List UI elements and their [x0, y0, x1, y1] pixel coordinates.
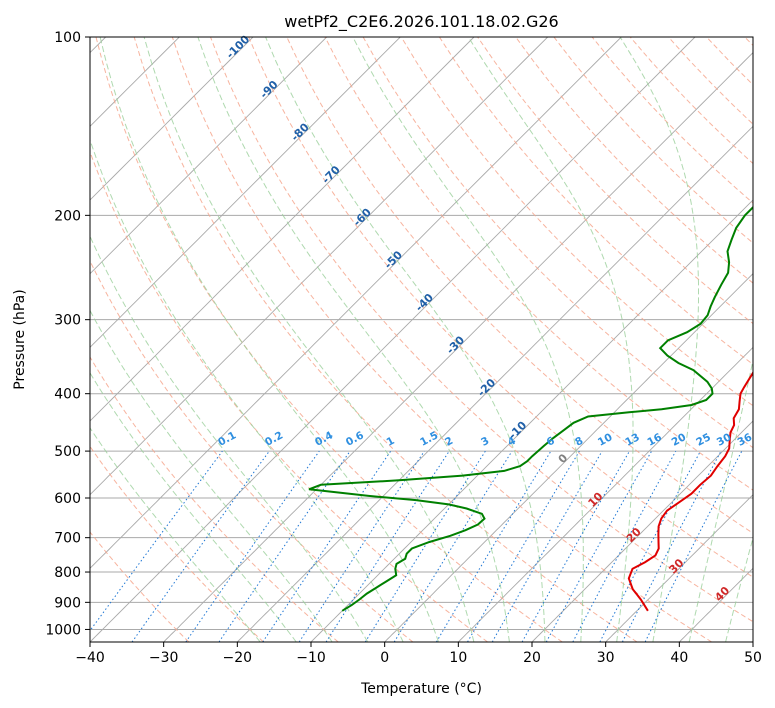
isotherm-line — [90, 37, 475, 422]
dry-adiabat-line — [90, 356, 339, 642]
x-tick-label: −10 — [296, 650, 326, 666]
moist-adiabat-line — [99, 37, 439, 642]
mixing-ratio-line — [545, 450, 653, 642]
y-tick-label: 400 — [54, 387, 81, 403]
y-tick-label: 900 — [54, 595, 81, 611]
moist-adiabat-line — [197, 37, 510, 642]
dewpoint-trace — [308, 205, 753, 612]
x-tick-label: −20 — [223, 650, 253, 666]
sounding-traces — [308, 205, 753, 612]
isotherm-line — [90, 37, 549, 496]
dry-adiabat-line — [324, 37, 753, 491]
dry-adiabat-line — [438, 37, 753, 366]
y-tick-label: 500 — [54, 444, 81, 460]
isotherm-line — [310, 199, 753, 642]
y-tick-label: 700 — [54, 531, 81, 547]
isotherm-line — [678, 567, 753, 642]
dry-adiabat-line — [90, 531, 190, 642]
dry-adiabat-line — [515, 37, 753, 284]
y-tick-label: 300 — [54, 313, 81, 329]
temperature-trace — [627, 370, 753, 612]
isotherm-line — [457, 346, 753, 642]
moist-adiabat-line — [90, 371, 297, 642]
mixing-ratio-line — [185, 450, 320, 642]
mixing-ratio-line — [521, 450, 630, 642]
y-tick-label: 1000 — [45, 622, 81, 638]
moist-adiabat-line — [619, 37, 699, 642]
mixing-ratio-line — [298, 450, 425, 642]
dry-adiabat-line — [171, 37, 712, 642]
x-tick-label: 10 — [449, 650, 467, 666]
isotherm-line — [90, 37, 622, 569]
mixing-ratio-line — [218, 450, 351, 642]
dry-adiabat-line — [90, 259, 414, 642]
mixing-ratio-line — [572, 450, 677, 642]
mixing-ratio-line — [131, 450, 270, 642]
dry-adiabat-line — [133, 37, 638, 642]
dry-adiabat-line — [95, 37, 563, 642]
plot-frame — [89, 36, 754, 643]
y-tick-label: 800 — [54, 565, 81, 581]
moist-adiabat-line — [265, 37, 546, 642]
moist-adiabat-line — [352, 37, 584, 642]
x-tick-label: −30 — [149, 650, 179, 666]
x-tick-label: −40 — [75, 650, 105, 666]
mixing-ratio-line — [393, 450, 513, 642]
isotherm-line — [384, 273, 753, 642]
dry-adiabat-line — [90, 150, 488, 642]
mixing-ratio-line — [90, 450, 223, 632]
axes: −40 −30 −20 −10 0 10 20 30 40 50 100 200 300 400 500 60… — [45, 30, 762, 666]
isotherm-line — [163, 52, 753, 642]
dry-adiabat-line — [248, 37, 753, 578]
moist-adiabat-line — [90, 234, 369, 642]
x-tick-label: 20 — [523, 650, 541, 666]
x-axis-label: Temperature (°C) — [360, 681, 482, 697]
x-tick-label: 40 — [670, 650, 688, 666]
y-tick-label: 200 — [54, 208, 81, 224]
mixing-ratio-line — [325, 450, 450, 642]
background-lines — [90, 37, 753, 642]
y-tick-label: 100 — [54, 30, 81, 46]
chart-title: wetPf2_C2E6.2026.101.18.02.G26 — [284, 12, 558, 32]
dry-adiabat-line — [400, 37, 753, 407]
x-tick-label: 30 — [597, 650, 615, 666]
dry-adiabat-line — [210, 37, 753, 623]
x-tick-label: 50 — [744, 650, 762, 666]
moist-adiabat-line — [688, 358, 753, 642]
isotherm-line — [531, 420, 753, 642]
moist-adiabat-line — [143, 37, 475, 642]
isotherm-line — [236, 125, 753, 642]
y-tick-label: 600 — [54, 491, 81, 507]
x-tick-label: 0 — [380, 650, 389, 666]
moist-adiabat-line — [90, 138, 404, 642]
moist-adiabat-line — [90, 427, 261, 642]
isotherm-line — [90, 37, 401, 348]
dry-adiabat-line — [90, 445, 264, 642]
mixing-ratio-line — [644, 450, 743, 642]
y-axis-label: Pressure (hPa) — [12, 289, 28, 389]
